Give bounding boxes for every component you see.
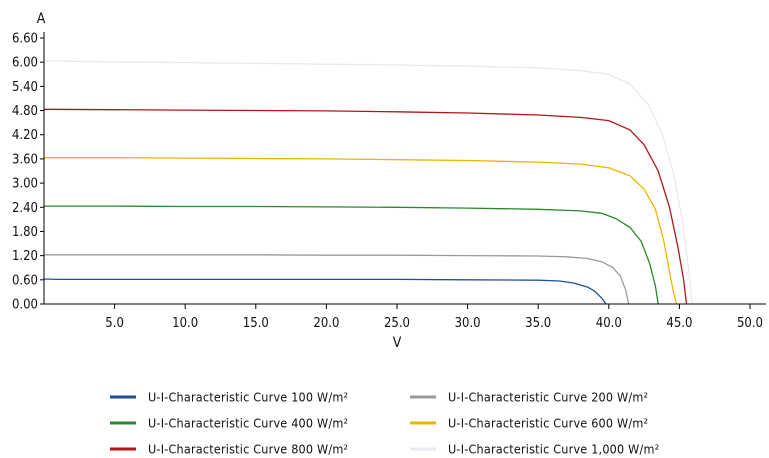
x-tick-label: 10.0 (172, 316, 198, 331)
y-tick-label: 1.20 (12, 249, 38, 264)
series-line-2 (44, 205, 659, 305)
series-line-3 (44, 157, 678, 305)
axes: 0.00 0.60 1.20 1.80 2.40 3.00 3.60 4.20 4.80 5.40… (12, 11, 766, 351)
x-tick-label: 20.0 (313, 316, 339, 331)
x-tick-label: 15.0 (243, 316, 269, 331)
legend-label-5: U-I-Characteristic Curve 1,000 W/m² (448, 442, 659, 457)
y-tick-label: 0.00 (12, 298, 38, 313)
legend-label-0: U-I-Characteristic Curve 100 W/m² (148, 390, 348, 405)
legend-label-3: U-I-Characteristic Curve 600 W/m² (448, 416, 648, 431)
y-tick-label: 3.00 (12, 177, 38, 192)
y-tick-label: 4.20 (12, 128, 38, 143)
y-tick-label: 0.60 (12, 273, 38, 288)
series-line-1 (44, 254, 630, 305)
series-line-5 (43, 60, 693, 305)
x-tick-label: 40.0 (596, 316, 622, 331)
y-tick-label: 1.80 (12, 225, 38, 240)
y-tick-label: 5.40 (12, 80, 38, 95)
x-tick-label: 35.0 (525, 316, 551, 331)
y-tick-label: 2.40 (12, 201, 38, 216)
x-axis-title: V (393, 335, 402, 351)
series-line-4 (43, 108, 688, 305)
x-tick-label: 30.0 (455, 316, 481, 331)
legend-label-2: U-I-Characteristic Curve 400 W/m² (148, 416, 348, 431)
x-tick-label: 5.0 (105, 316, 124, 331)
series-line-0 (43, 278, 607, 305)
y-tick-label: 3.60 (12, 152, 38, 167)
series-lines (43, 60, 693, 305)
y-tick-label: 4.80 (12, 104, 38, 119)
x-tick-label: 45.0 (666, 316, 692, 331)
x-tick-label: 25.0 (384, 316, 410, 331)
legend-label-4: U-I-Characteristic Curve 800 W/m² (148, 442, 348, 457)
y-axis-title: A (37, 11, 46, 27)
y-tick-label: 6.00 (12, 56, 38, 71)
legend: U-I-Characteristic Curve 100 W/m² U-I-Cha… (110, 390, 659, 457)
y-tick-label: 6.60 (12, 32, 38, 47)
legend-label-1: U-I-Characteristic Curve 200 W/m² (448, 390, 648, 405)
x-tick-label: 50.0 (737, 316, 763, 331)
